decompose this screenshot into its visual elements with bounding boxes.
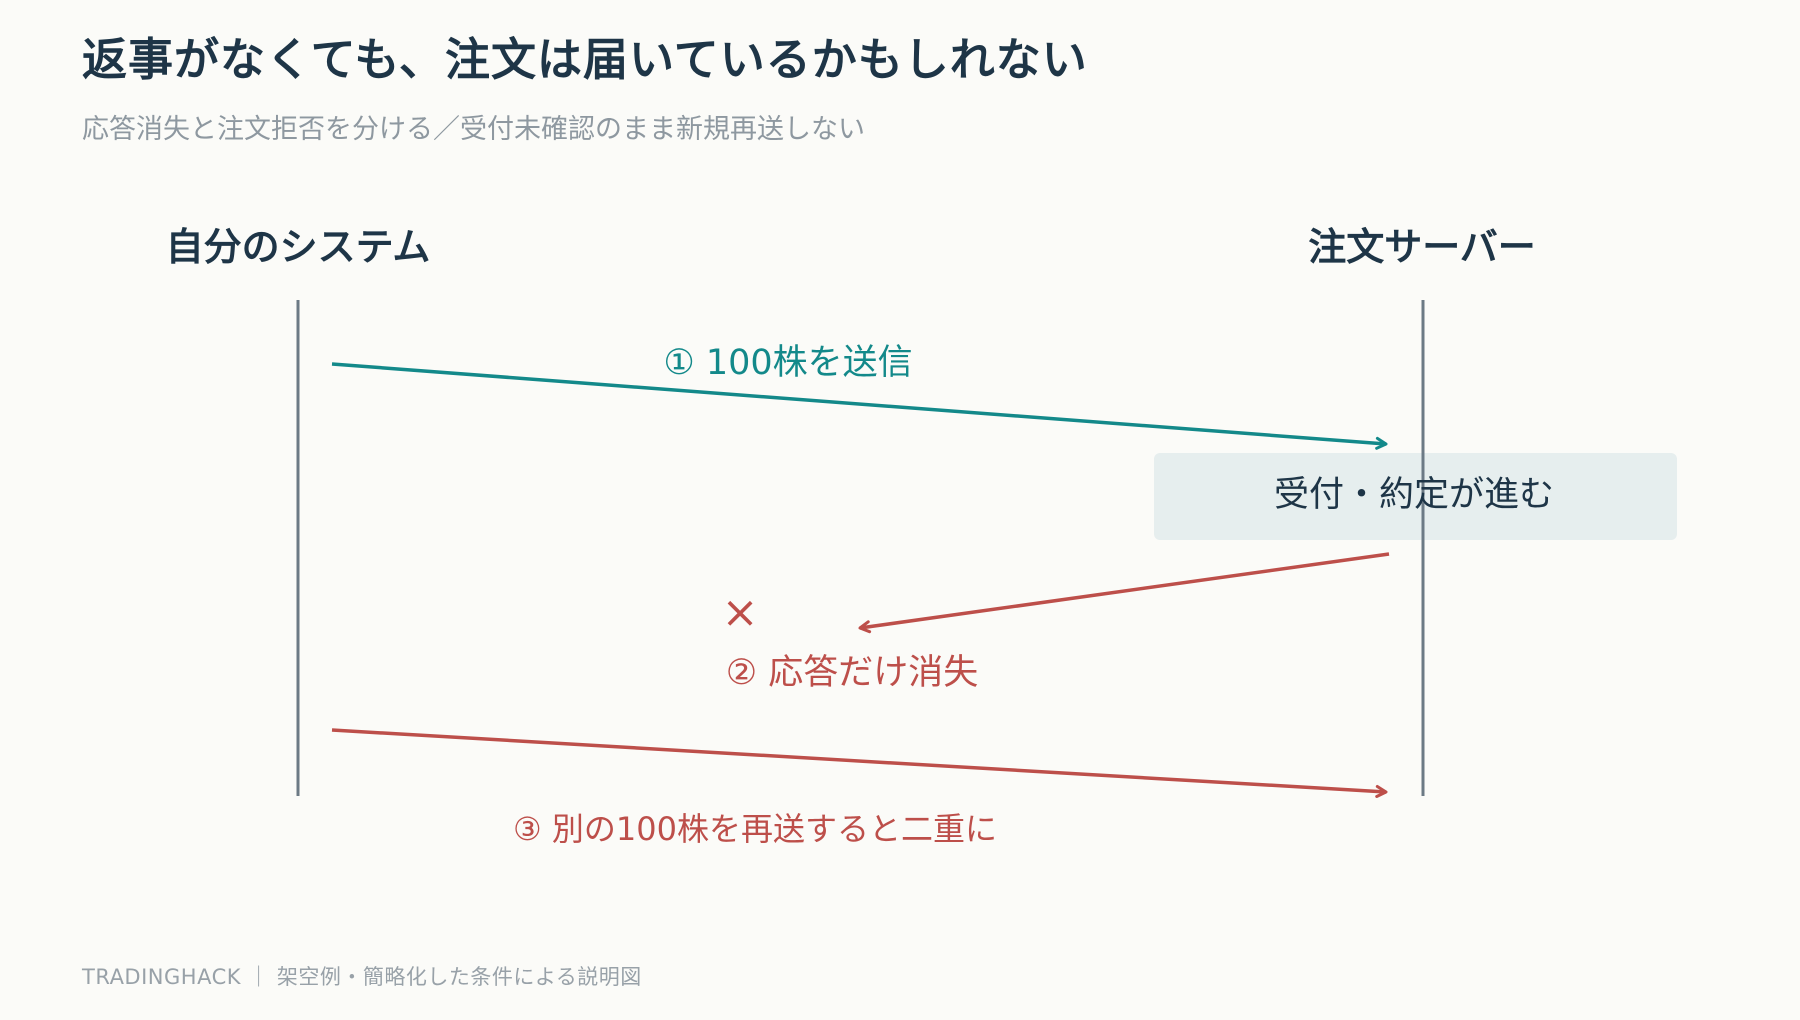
- processing-label: 受付・約定が進む: [1274, 475, 1554, 515]
- processing-box: [1154, 453, 1677, 540]
- resend-label: ③ 別の100株を再送すると二重に: [513, 810, 997, 848]
- actor-label-my-system: 自分のシステム: [166, 225, 431, 269]
- response-arrow: [858, 552, 1390, 634]
- actor-label-order-server: 注文サーバー: [1308, 225, 1536, 269]
- lost-label: ② 応答だけ消失: [726, 653, 979, 693]
- send-arrow: [331, 362, 1388, 450]
- resend-arrow: [331, 728, 1388, 798]
- footer-credit: TRADINGHACK ｜ 架空例・簡略化した条件による説明図: [82, 965, 642, 989]
- page-subtitle: 応答消失と注文拒否を分ける／受付未確認のまま新規再送しない: [82, 114, 865, 145]
- send-label: ① 100株を送信: [663, 343, 912, 383]
- lost-mark-icon: ×: [722, 587, 759, 638]
- page-title: 返事がなくても、注文は届いているかもしれない: [82, 33, 1088, 86]
